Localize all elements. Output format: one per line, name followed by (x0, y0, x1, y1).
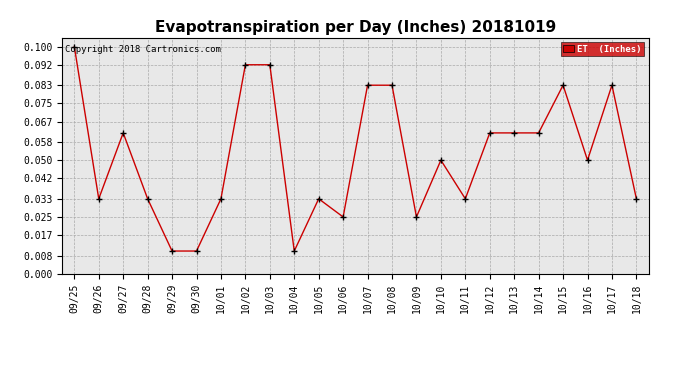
Title: Evapotranspiration per Day (Inches) 20181019: Evapotranspiration per Day (Inches) 2018… (155, 20, 556, 35)
Text: Copyright 2018 Cartronics.com: Copyright 2018 Cartronics.com (65, 45, 221, 54)
Legend: ET  (Inches): ET (Inches) (561, 42, 644, 56)
